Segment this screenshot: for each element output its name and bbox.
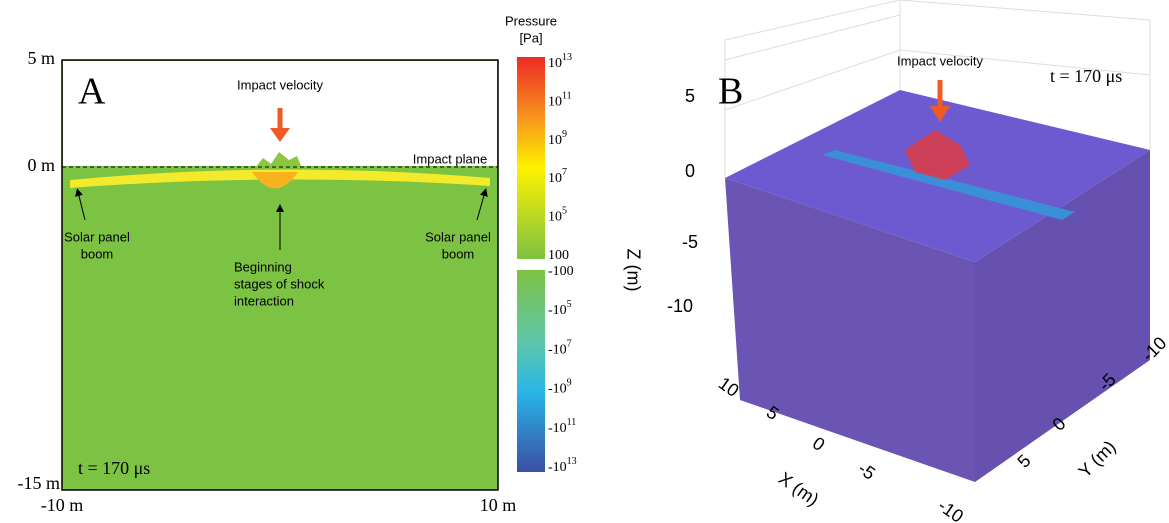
annotation: Impact velocity	[237, 77, 323, 92]
annotation: Impact plane	[413, 151, 487, 166]
y-axis-label: Y (m)	[1075, 437, 1120, 482]
tick-base: -10	[548, 382, 567, 397]
tick-base: -10	[548, 343, 567, 358]
annotation: Impact velocity	[897, 53, 983, 68]
panel-label: B	[718, 71, 743, 113]
colorbar-tick-label: 100	[548, 248, 569, 263]
box-right-face	[975, 150, 1150, 482]
arrow	[476, 188, 488, 221]
grid-walls	[724, 0, 1151, 178]
colorbar-tick-label: 107	[548, 167, 567, 186]
axis-label: -15 m	[18, 473, 61, 493]
tick-exponent: 13	[562, 52, 572, 63]
tick-base: -10	[548, 303, 567, 318]
colorbar-tick-label: -105	[548, 299, 572, 318]
tick-base: 10	[548, 56, 562, 71]
tick-exponent: 5	[562, 206, 567, 217]
solar-panel	[822, 150, 1075, 220]
colorbar-tick-label: -107	[548, 339, 572, 358]
tick-exponent: 11	[567, 417, 577, 428]
tick-exponent: 11	[562, 91, 572, 102]
tick-base: 10	[548, 133, 562, 148]
annotation: Solar panel	[64, 229, 130, 244]
colorbar-tick-label: 1013	[548, 52, 572, 71]
panel-label: A	[78, 71, 106, 113]
colorbar-tick-label: 105	[548, 206, 567, 225]
tick-base: -10	[548, 460, 567, 475]
axis-label: 10 m	[480, 495, 517, 515]
tick-base: 10	[548, 95, 562, 110]
tick-exponent: 9	[562, 129, 567, 140]
colorbar-tick-label: -1011	[548, 417, 576, 436]
colorbar-tick-label: -1013	[548, 456, 577, 475]
tick-base: -10	[548, 421, 567, 436]
arrow	[75, 188, 86, 221]
annotation: boom	[442, 246, 475, 261]
tick-exponent: 7	[567, 339, 572, 350]
tick-exponent: 13	[567, 456, 577, 467]
debris	[255, 152, 302, 168]
annotation: interaction	[234, 293, 294, 308]
tick-base: 100	[548, 248, 569, 263]
colorbar-title: [Pa]	[519, 30, 542, 45]
tick-exponent: 9	[567, 378, 572, 389]
colorbar-title: Pressure	[505, 13, 557, 28]
z-tick-label: -5	[682, 232, 698, 252]
z-tick-label: 0	[685, 161, 695, 181]
x-tick-label: -10	[934, 495, 967, 523]
annotation: boom	[81, 246, 114, 261]
tick-base: -100	[548, 264, 574, 279]
x-tick-label: 0	[809, 433, 829, 455]
box-left-face	[725, 178, 975, 482]
impact-crater	[252, 172, 298, 189]
time-label: t = 170 μs	[78, 458, 150, 478]
x-axis-label: X (m)	[775, 468, 823, 510]
annotation: stages of shock	[234, 276, 325, 291]
tick-exponent: 7	[562, 167, 567, 178]
impact-debris	[905, 130, 970, 180]
colorbar-tick-label: -109	[548, 378, 572, 397]
z-tick-label: 5	[685, 86, 695, 106]
colorbar-tick-label: 109	[548, 129, 567, 148]
colorbar-tick-label: 1011	[548, 91, 572, 110]
axis-label: 0 m	[27, 155, 55, 175]
y-tick-label: 5	[1014, 451, 1035, 472]
annotation: Beginning	[234, 259, 292, 274]
colorbar-negative	[517, 270, 545, 472]
colorbar-positive	[517, 57, 545, 259]
impact-arrow-head	[930, 106, 950, 122]
tick-base: 10	[548, 210, 562, 225]
annotation: Solar panel	[425, 229, 491, 244]
time-label: t = 170 μs	[1050, 66, 1122, 86]
colorbar-tick-label: -100	[548, 264, 574, 279]
axis-label: -10 m	[41, 495, 84, 515]
axis-label: 5 m	[27, 48, 55, 68]
x-tick-label: -5	[854, 458, 879, 484]
z-tick-label: -10	[667, 296, 693, 316]
tick-exponent: 5	[567, 299, 572, 310]
tick-base: 10	[548, 171, 562, 186]
z-axis-label: Z (m)	[623, 249, 643, 292]
impact-arrow-head	[270, 128, 290, 142]
